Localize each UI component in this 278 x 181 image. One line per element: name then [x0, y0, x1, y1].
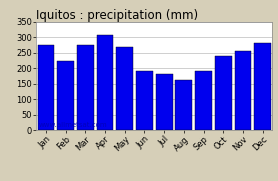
Bar — [97, 35, 113, 130]
Bar — [57, 60, 74, 130]
Bar — [195, 71, 212, 130]
Bar — [235, 51, 251, 130]
Bar — [38, 45, 54, 130]
Bar — [254, 43, 271, 130]
Bar — [136, 71, 153, 130]
Bar — [156, 74, 173, 130]
Bar — [116, 47, 133, 130]
Bar — [77, 45, 94, 130]
Bar — [215, 56, 232, 130]
Text: Iquitos : precipitation (mm): Iquitos : precipitation (mm) — [36, 9, 198, 22]
Text: www.allmetsat.com: www.allmetsat.com — [38, 122, 107, 128]
Bar — [175, 80, 192, 130]
